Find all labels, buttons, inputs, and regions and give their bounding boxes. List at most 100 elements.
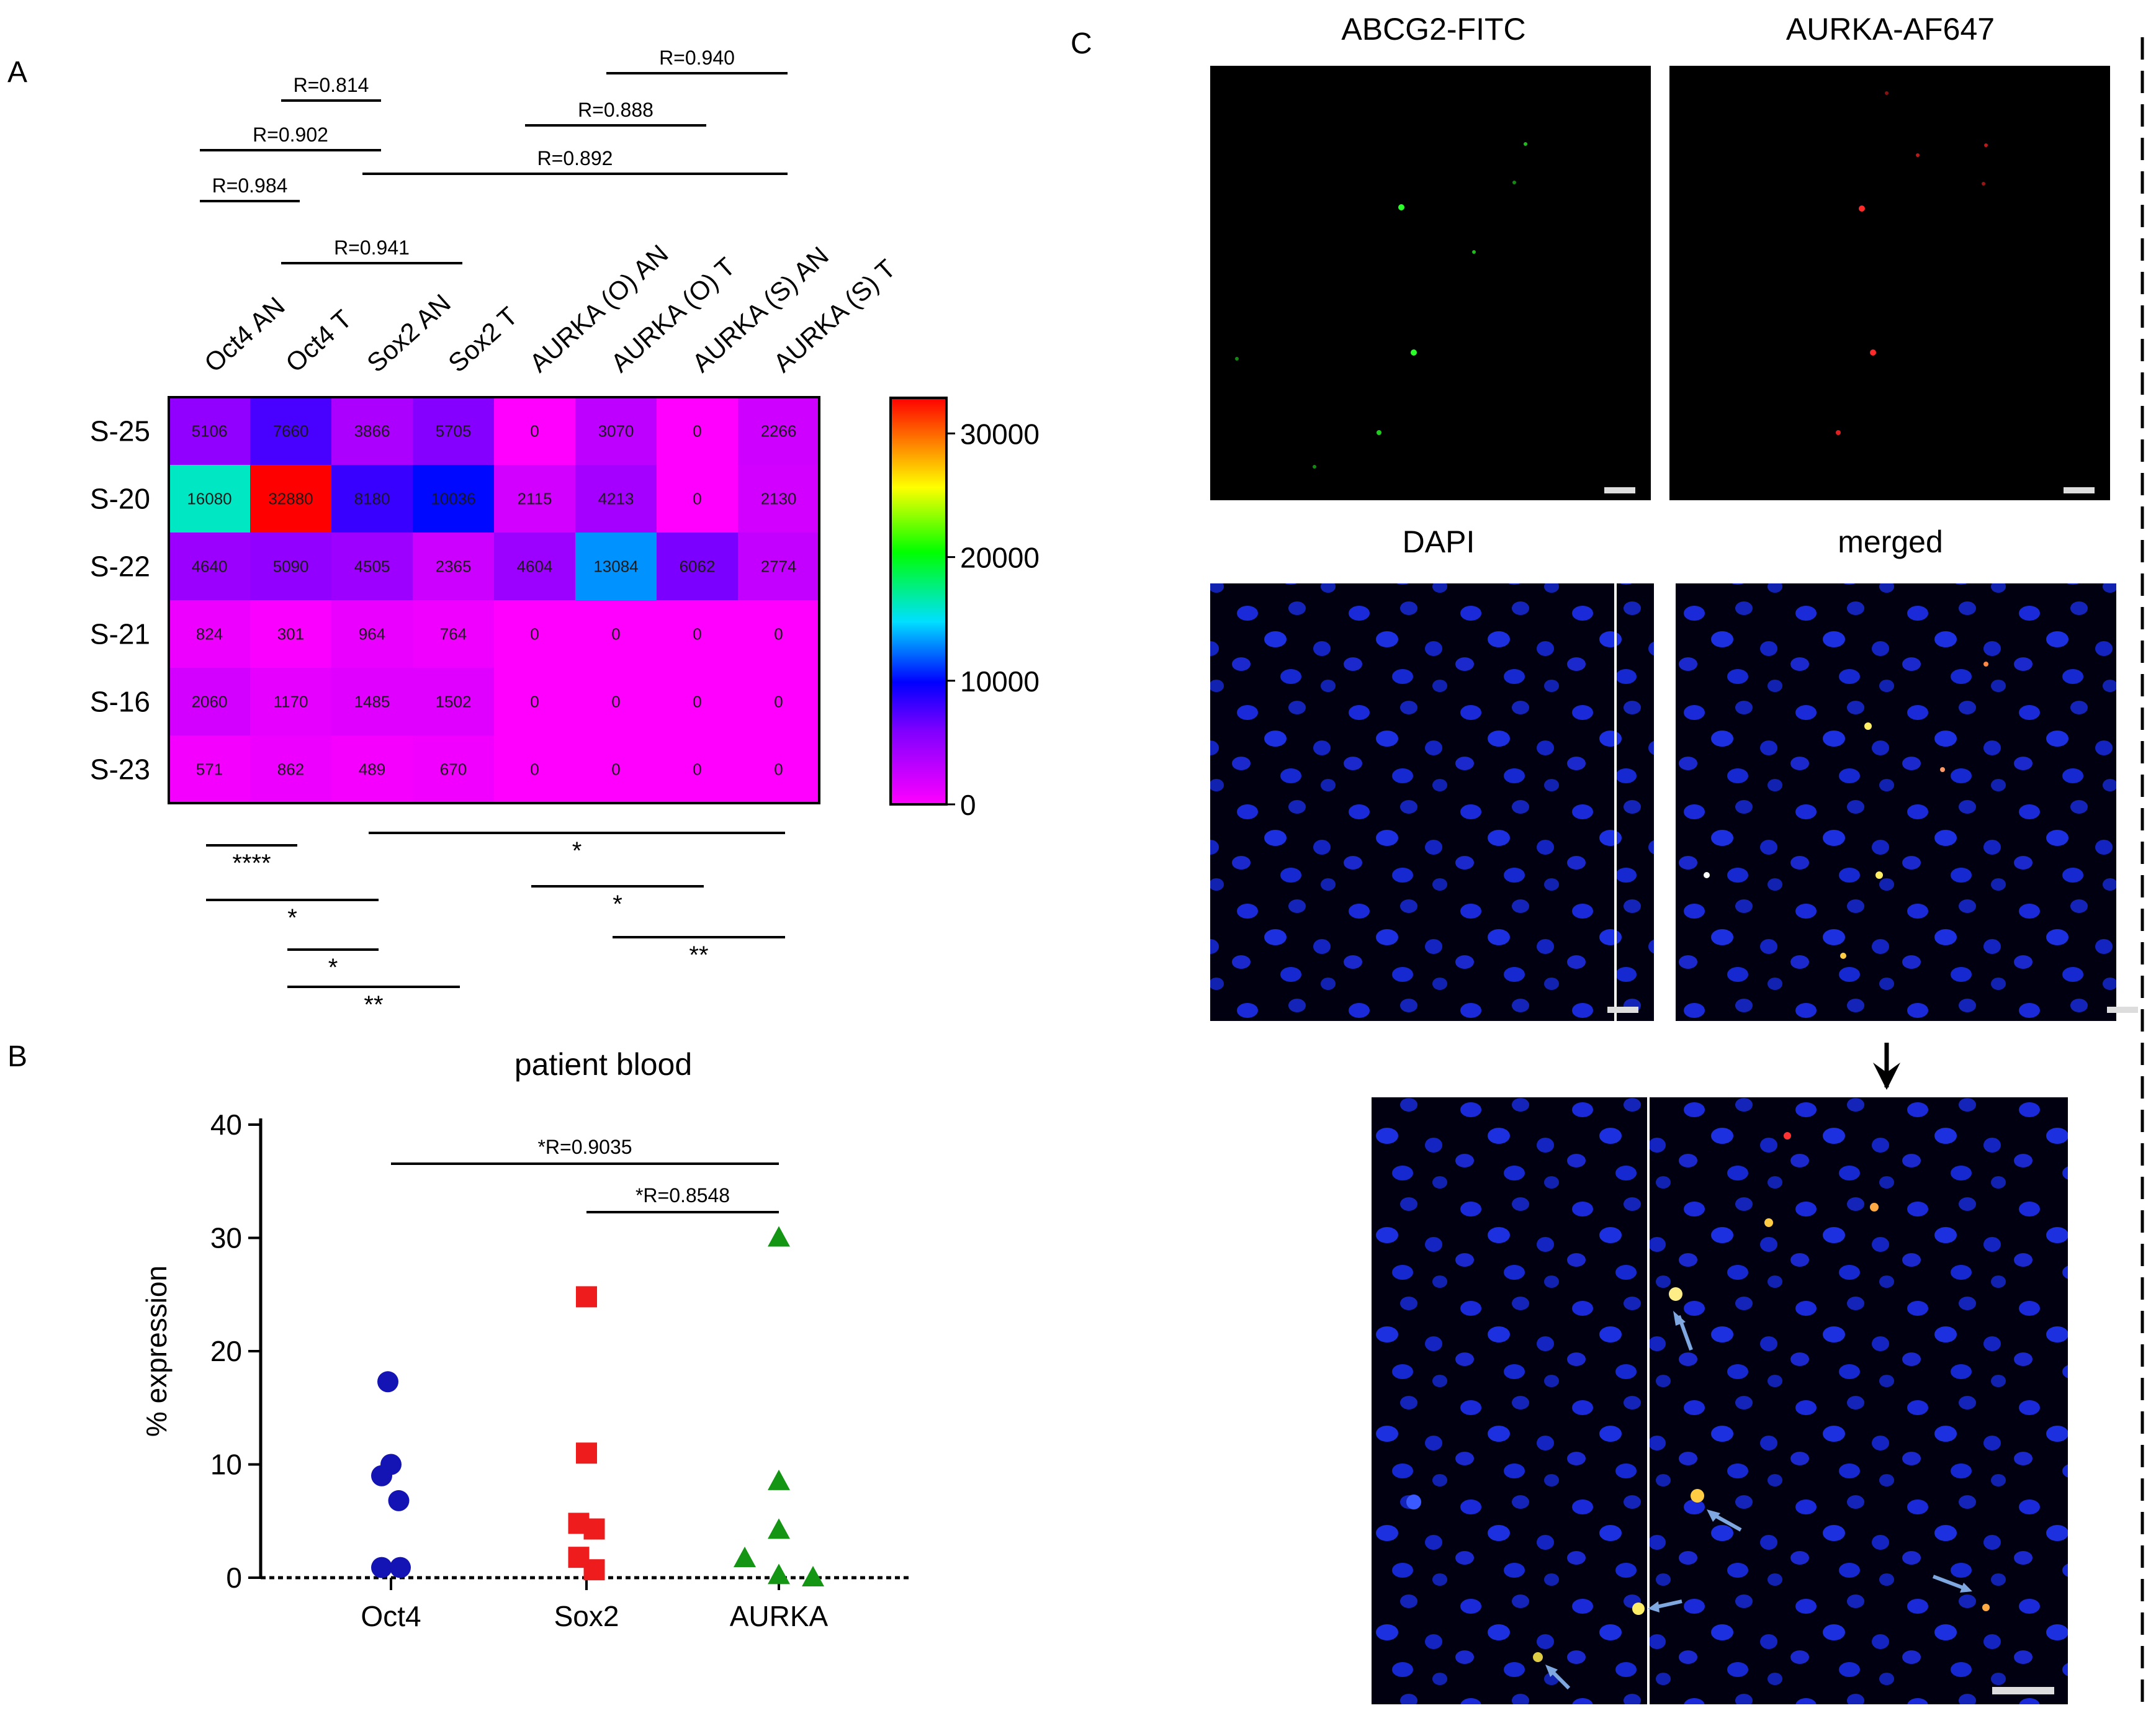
scatter-y-tick-label: 30 [210,1222,242,1254]
heatmap-cell [494,668,575,735]
significance-label: ** [364,991,383,1018]
sox2-point [576,1286,597,1308]
heatmap-cell [738,600,819,668]
significance-label: * [613,891,622,918]
heatmap-cell-label: 1170 [274,693,308,711]
oct4-point [371,1465,392,1486]
heatmap-cell [575,533,657,600]
panel-label-b: B [7,1040,27,1073]
heatmap-cell-label: 0 [693,760,701,779]
oct4-point [371,1557,392,1578]
heatmap-cell-label: 0 [774,693,783,711]
heatmap-cell [169,397,250,465]
significance-label: * [328,954,338,981]
heatmap-row-label: S-16 [90,686,150,718]
colorbar-tick-label: 20000 [960,542,1040,574]
scatter-y-axis-label: % expression [140,1266,173,1437]
heatmap-cell [331,668,413,735]
heatmap-cell [657,397,738,465]
heatmap-cell-label: 0 [774,760,783,779]
correlation-label: *R=0.8548 [636,1184,730,1207]
heatmap-column-label: Sox2 AN [361,288,456,377]
heatmap-row-label: S-25 [90,415,150,447]
heatmap-row-label: S-20 [90,483,150,515]
aurka-af647-image [1669,66,2110,500]
heatmap-cell [575,465,657,533]
correlation-label: R=0.941 [334,236,410,259]
aurka-point [768,1469,790,1490]
oct4-point [388,1490,410,1511]
heatmap-cell-label: 2266 [761,422,797,441]
heatmap-cell [494,397,575,465]
heatmap-column-label: Oct4 AN [199,291,290,378]
scatter-y-tick-label: 0 [226,1562,242,1594]
heatmap-cell [331,465,413,533]
scatter-chart: patient blood % expression 0 10 20 30 40 Oct4 So… [140,1047,912,1632]
heatmap-cell [738,397,819,465]
heatmap-cell-label: 4213 [598,490,634,508]
dapi-image [1210,583,1654,1021]
heatmap-cell [575,600,657,668]
aurka-point [734,1546,756,1567]
heatmap-cell-label: 0 [693,490,701,508]
heatmap-cell-label: 862 [277,760,304,779]
heatmap-cell [657,735,738,803]
heatmap-row-label: S-23 [90,753,150,786]
correlation-label: R=0.888 [578,99,654,121]
heatmap-cell [250,465,331,533]
oct4-point [377,1371,398,1393]
significance-label: * [572,837,582,865]
heatmap-cell [413,533,494,600]
heatmap-cell [413,397,494,465]
scatter-x-tick-label: Oct4 [361,1600,421,1632]
heatmap-cell-label: 4505 [354,557,390,576]
scatter-x-tick-label: AURKA [730,1600,829,1632]
heatmap-cell-label: 5106 [192,422,228,441]
heatmap-cell-label: 32880 [268,490,313,508]
heatmap-cell [657,668,738,735]
heatmap-cell-label: 764 [440,625,467,644]
heatmap-cell [331,533,413,600]
heatmap-cell [657,465,738,533]
heatmap-cell [331,735,413,803]
heatmap-row-label: S-22 [90,551,150,583]
heatmap-cell [250,735,331,803]
scatter-title: patient blood [514,1047,692,1082]
merged-label: merged [1838,524,1943,559]
heatmap-cell [657,533,738,600]
oct4-point [390,1557,411,1578]
heatmap-cell-label: 0 [611,625,620,644]
heatmap-cell [657,600,738,668]
heatmap-cell [575,397,657,465]
colorbar [889,397,948,806]
heatmap-cell-label: 10036 [431,490,475,508]
heatmap-cell-label: 2130 [761,490,797,508]
significance-label: ** [689,942,708,969]
heatmap-cell [250,397,331,465]
heatmap-cell [575,668,657,735]
correlation-label: R=0.940 [659,47,735,69]
heatmap-cell-label: 2365 [436,557,472,576]
heatmap-cell-label: 964 [359,625,385,644]
sox2-point [583,1559,605,1581]
heatmap-cell-label: 301 [277,625,304,644]
heatmap-cell-label: 0 [693,625,701,644]
heatmap-cell-label: 5705 [436,422,472,441]
colorbar-tick-label: 30000 [960,418,1040,450]
correlation-label: R=0.984 [212,174,288,197]
heatmap-cell [169,735,250,803]
abcg2-fitc-image [1210,66,1651,500]
sox2-point [583,1518,605,1540]
correlation-label: R=0.892 [537,147,613,169]
heatmap-cell-label: 4604 [517,557,553,576]
heatmap-cell-label: 3866 [354,422,390,441]
heatmap-cell-label: 571 [196,760,223,779]
heatmap-cell [169,600,250,668]
correlation-label: R=0.814 [294,74,369,96]
scatter-x-tick-label: Sox2 [554,1600,619,1632]
heatmap-cell-label: 7660 [273,422,309,441]
dapi-label: DAPI [1403,524,1475,559]
heatmap-cell-label: 0 [693,693,701,711]
heatmap-cell-label: 0 [530,625,539,644]
